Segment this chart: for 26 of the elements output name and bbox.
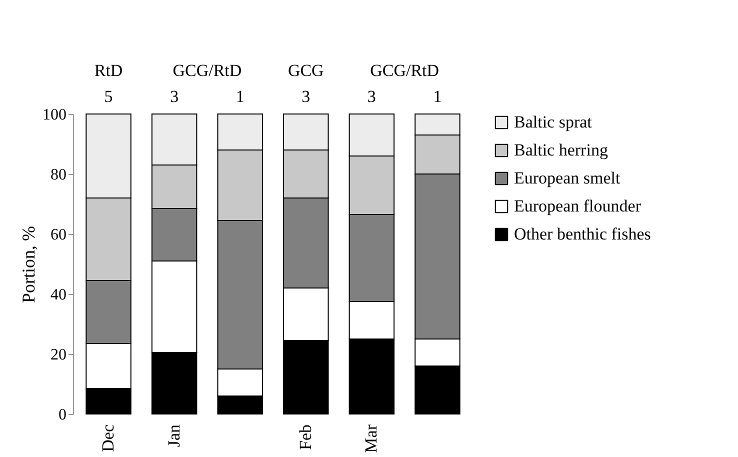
legend-label: Other benthic fishes [514,224,651,244]
text: GCG/RtD [172,61,242,80]
x-tick-label: Dec [98,424,118,452]
text: GCG [288,61,324,80]
y-tick-label: 60 [50,226,66,244]
text: 5 [104,87,113,106]
text: 3 [302,87,310,106]
y-tick-label: 100 [42,106,66,124]
text: 1 [236,87,244,106]
legend-label: European flounder [514,196,642,216]
text: 3 [170,87,179,106]
y-tick-label: 0 [58,406,66,424]
x-tick-label: Mar [362,424,381,453]
legend-label: Baltic herring [514,140,608,160]
legend-label: Baltic sprat [514,112,592,132]
y-tick-label: 20 [50,346,66,364]
x-tick-label: Feb [296,424,315,450]
y-axis-title: Portion, % [18,226,38,304]
text: RtD [94,61,123,80]
y-tick-label: 80 [50,166,66,184]
text: 3 [367,87,376,106]
text: GCG/RtD [370,61,440,80]
text: 1 [433,87,442,106]
x-tick-label: Jan [164,424,184,448]
y-tick-label: 40 [50,286,66,304]
legend-label: European smelt [514,168,620,188]
